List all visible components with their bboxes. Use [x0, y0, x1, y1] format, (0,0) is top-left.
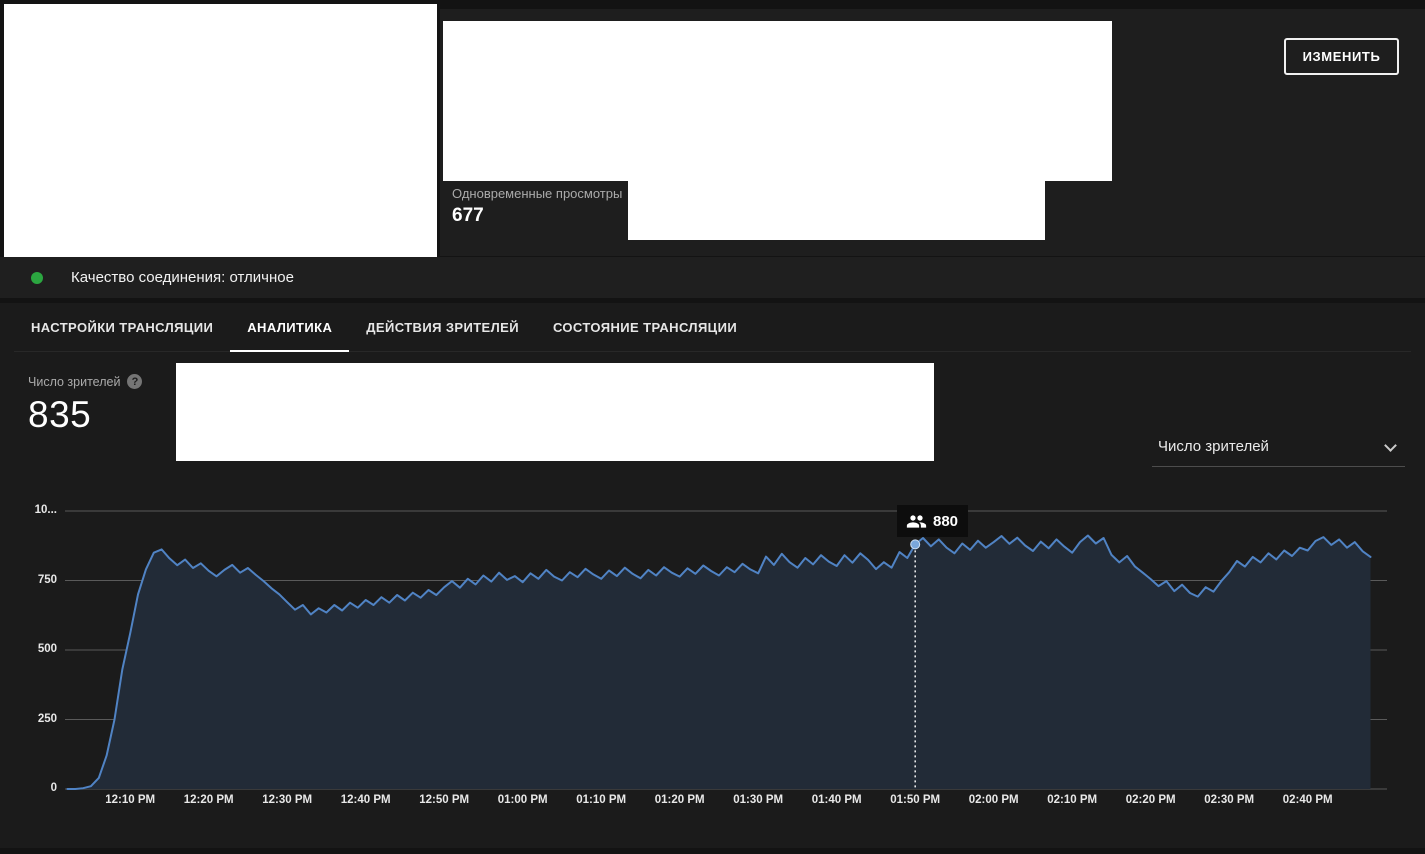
- x-axis-tick-label: 02:10 PM: [1037, 794, 1107, 806]
- dropdown-underline: [1152, 466, 1405, 467]
- x-axis-tick-label: 02:30 PM: [1194, 794, 1264, 806]
- viewers-chart-canvas: [0, 495, 1425, 795]
- viewers-metric-value: 835: [28, 394, 142, 436]
- edit-button[interactable]: ИЗМЕНИТЬ: [1284, 38, 1399, 75]
- x-axis-tick-label: 02:00 PM: [959, 794, 1029, 806]
- live-dashboard: ИЗМЕНИТЬ Одновременные просмотры 677 Кач…: [0, 0, 1425, 854]
- concurrent-views-value: 677: [452, 205, 622, 227]
- concurrent-views-metric: Одновременные просмотры 677: [452, 186, 622, 227]
- metric-dropdown-value: Число зрителей: [1152, 438, 1405, 455]
- x-axis-tick-label: 02:40 PM: [1273, 794, 1343, 806]
- x-axis-tick-label: 12:40 PM: [331, 794, 401, 806]
- x-axis-tick-label: 01:10 PM: [566, 794, 636, 806]
- tab-viewer-actions[interactable]: ДЕЙСТВИЯ ЗРИТЕЛЕЙ: [349, 303, 536, 352]
- x-axis-tick-label: 12:50 PM: [409, 794, 479, 806]
- tab-analytics[interactable]: АНАЛИТИКА: [230, 303, 349, 352]
- metric-dropdown[interactable]: Число зрителей: [1152, 438, 1405, 467]
- x-axis-tick-label: 01:20 PM: [645, 794, 715, 806]
- bottom-edge: [0, 848, 1425, 854]
- chart-tooltip: 880: [897, 505, 968, 537]
- redacted-video-preview: [4, 4, 437, 257]
- viewers-metric: Число зрителей ? 835: [28, 374, 142, 436]
- redacted-stats-block-2: [628, 181, 1045, 240]
- y-axis-tick-label: 750: [13, 574, 57, 586]
- x-axis-tick-label: 12:20 PM: [174, 794, 244, 806]
- viewers-chart[interactable]: 880 0 250 500 750 10... 12:10 PM 12:20 PM 12:30…: [0, 495, 1425, 825]
- x-axis-tick-label: 12:10 PM: [95, 794, 165, 806]
- tab-bar: НАСТРОЙКИ ТРАНСЛЯЦИИ АНАЛИТИКА ДЕЙСТВИЯ …: [14, 303, 1411, 352]
- redacted-stats-block: [443, 21, 1112, 181]
- people-icon: [906, 511, 927, 532]
- y-axis-tick-label: 500: [13, 643, 57, 655]
- chart-area-fill: [67, 536, 1370, 790]
- viewers-metric-label: Число зрителей: [28, 375, 120, 389]
- y-axis-tick-label: 250: [13, 713, 57, 725]
- x-axis-tick-label: 01:30 PM: [723, 794, 793, 806]
- x-axis-tick-label: 01:40 PM: [802, 794, 872, 806]
- chart-tooltip-value: 880: [933, 513, 958, 530]
- x-axis-tick-label: 02:20 PM: [1116, 794, 1186, 806]
- redacted-analytics-block: [176, 363, 934, 461]
- tab-stream-health[interactable]: СОСТОЯНИЕ ТРАНСЛЯЦИИ: [536, 303, 754, 352]
- connection-quality-text: Качество соединения: отличное: [71, 269, 294, 286]
- y-axis-tick-label: 0: [13, 782, 57, 794]
- x-axis-tick-label: 12:30 PM: [252, 794, 322, 806]
- x-axis-tick-label: 01:00 PM: [488, 794, 558, 806]
- concurrent-views-label: Одновременные просмотры: [452, 186, 622, 201]
- connection-quality-row: Качество соединения: отличное: [0, 257, 1425, 298]
- tooltip-marker-dot: [911, 540, 920, 549]
- x-axis-tick-label: 01:50 PM: [880, 794, 950, 806]
- status-dot-icon: [31, 272, 43, 284]
- help-icon[interactable]: ?: [127, 374, 142, 389]
- tab-stream-settings[interactable]: НАСТРОЙКИ ТРАНСЛЯЦИИ: [14, 303, 230, 352]
- analytics-section: НАСТРОЙКИ ТРАНСЛЯЦИИ АНАЛИТИКА ДЕЙСТВИЯ …: [0, 303, 1425, 848]
- y-axis-tick-label: 10...: [13, 504, 57, 516]
